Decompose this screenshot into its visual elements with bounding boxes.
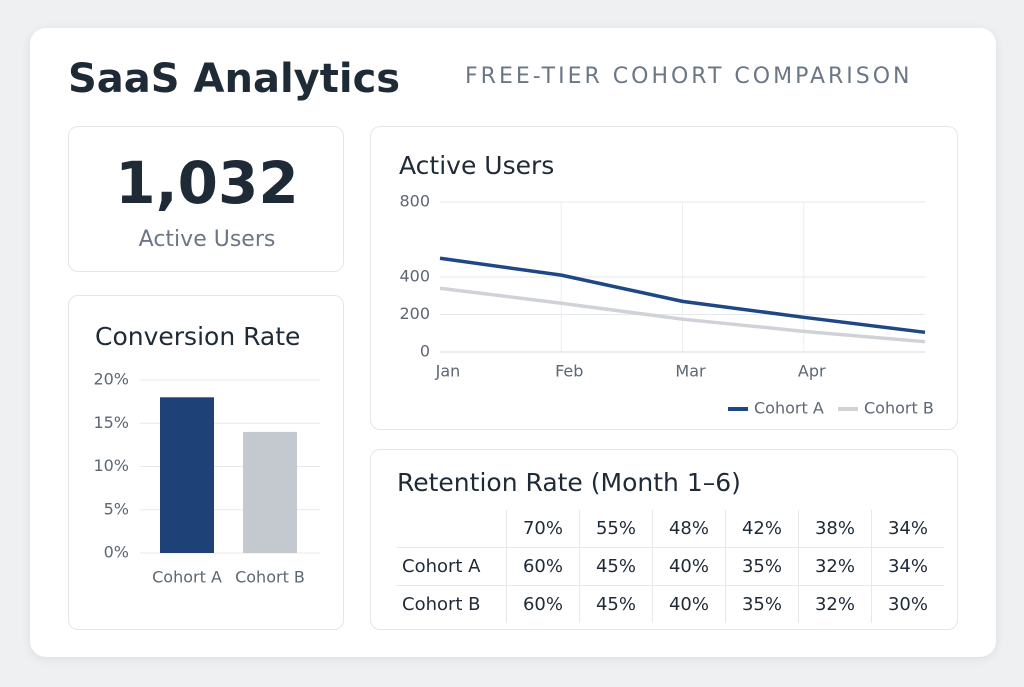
x-tick-label: Apr	[798, 362, 826, 381]
table-cell: 32%	[798, 547, 872, 586]
y-tick-label: 10%	[93, 456, 129, 475]
panel-title: Conversion Rate	[95, 322, 301, 351]
y-tick-label: 5%	[104, 499, 129, 518]
x-tick-label: Mar	[675, 362, 706, 381]
header-cell: 34%	[871, 510, 944, 548]
header-cell: 48%	[652, 510, 726, 548]
x-tick-label: Cohort A	[152, 568, 222, 587]
bar	[243, 431, 297, 553]
retention-table: 70% 55% 48% 42% 38% 34% Cohort A 60% 45% 40% 35% 32…	[396, 510, 944, 623]
header-cell: 70%	[506, 510, 580, 548]
table-row: Cohort B 60% 45% 40% 35% 32% 30%	[396, 585, 944, 623]
header-cell: 55%	[579, 510, 653, 548]
panel-title: Retention Rate (Month 1–6)	[397, 468, 741, 497]
y-tick-label: 0	[420, 342, 430, 361]
corner-cell	[396, 510, 507, 548]
y-tick-label: 200	[399, 304, 430, 323]
bar	[160, 397, 214, 553]
table-cell: 32%	[798, 585, 872, 623]
table-row: 70% 55% 48% 42% 38% 34%	[396, 510, 944, 548]
x-tick-label: Feb	[555, 362, 583, 381]
legend-label: Cohort B	[864, 399, 934, 418]
header-cell: 42%	[725, 510, 799, 548]
legend-label: Cohort A	[754, 399, 824, 418]
table-cell: 60%	[506, 585, 580, 623]
table-cell: 60%	[506, 547, 580, 586]
kpi-value: 1,032	[115, 149, 299, 217]
y-tick-label: 15%	[93, 413, 129, 432]
y-tick-label: 0%	[104, 543, 129, 562]
kpi-panel: 1,032 Active Users	[68, 126, 344, 272]
kpi-label: Active Users	[138, 227, 276, 252]
table-cell: 35%	[725, 547, 799, 586]
x-tick-label: Cohort B	[235, 568, 305, 587]
x-tick-label: Jan	[435, 362, 461, 381]
subtitle: FREE-TIER COHORT COMPARISON	[465, 64, 913, 89]
y-tick-label: 20%	[93, 370, 129, 389]
row-label: Cohort B	[396, 585, 507, 623]
table-cell: 34%	[871, 547, 944, 586]
table-cell: 40%	[652, 547, 726, 586]
series-line	[439, 286, 926, 344]
header-cell: 38%	[798, 510, 872, 548]
y-tick-label: 400	[399, 267, 430, 286]
series-line	[439, 256, 926, 335]
title: SaaS Analytics	[68, 56, 401, 102]
table-cell: 35%	[725, 585, 799, 623]
conversion-panel: Conversion Rate	[68, 295, 344, 630]
table-row: Cohort A 60% 45% 40% 35% 32% 34%	[396, 547, 944, 586]
panel-title: Active Users	[399, 151, 555, 180]
table-cell: 30%	[887, 594, 928, 615]
table-cell: 45%	[579, 585, 653, 623]
table-cell: 45%	[579, 547, 653, 586]
y-tick-label: 800	[399, 192, 430, 211]
active-users-panel: Active Users	[370, 126, 958, 430]
row-label: Cohort A	[396, 547, 507, 586]
table-cell: 40%	[652, 585, 726, 623]
